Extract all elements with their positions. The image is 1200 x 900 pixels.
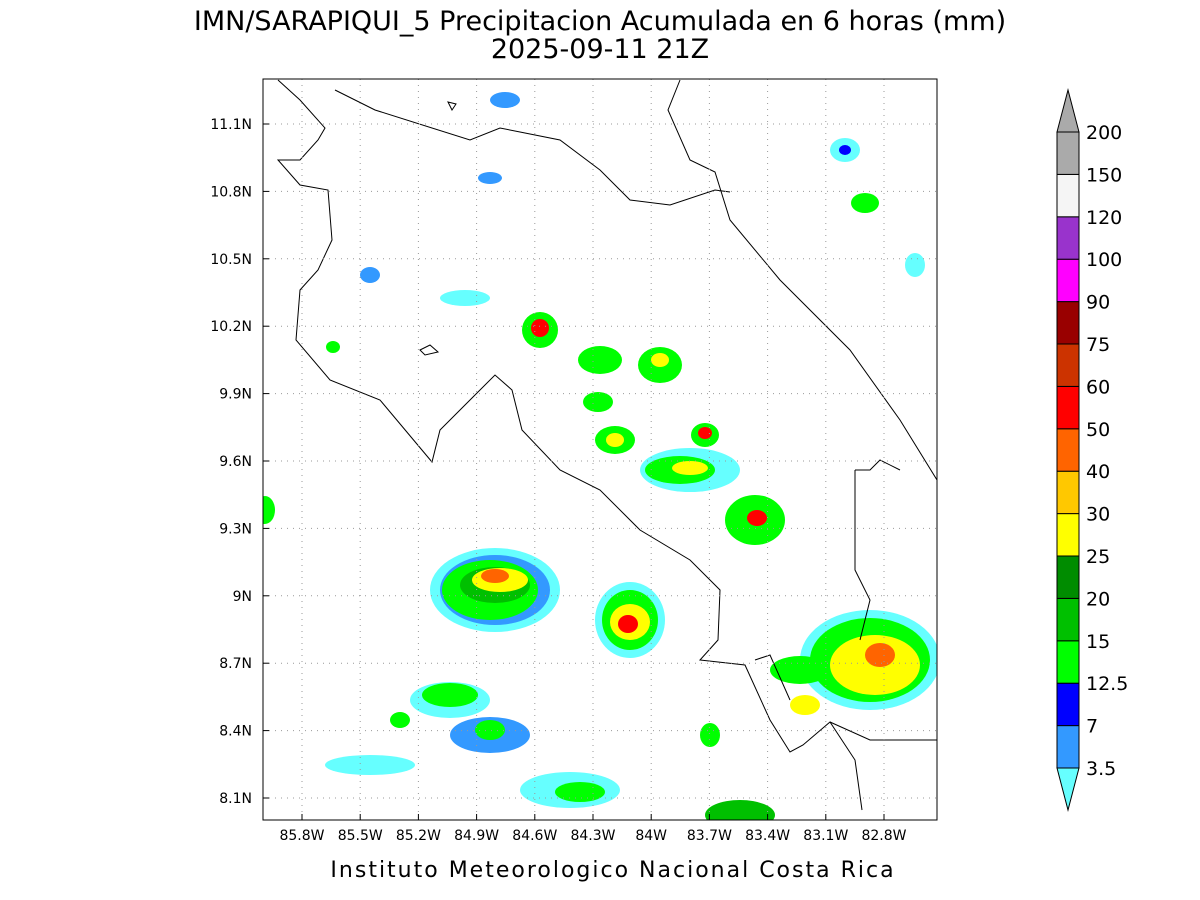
colorbar-bin (1056, 131, 1080, 175)
x-tick-label: 84.6W (512, 828, 557, 844)
y-tick-label: 10.2N (210, 319, 252, 335)
y-tick-label: 8.7N (219, 656, 252, 672)
x-tick-label: 84.3W (570, 828, 615, 844)
colorbar-label: 150 (1086, 164, 1122, 186)
colorbar-over (1056, 88, 1080, 133)
x-tick-label: 83.4W (745, 828, 790, 844)
colorbar-label: 50 (1086, 419, 1110, 441)
x-tick-label: 82.8W (861, 828, 906, 844)
colorbar-label: 7 (1086, 716, 1098, 738)
colorbar-label: 90 (1086, 292, 1110, 314)
colorbar-label: 40 (1086, 461, 1110, 483)
x-tick-label: 84W (635, 828, 667, 844)
x-tick-label: 83.7W (687, 828, 732, 844)
y-tick-label: 9.3N (219, 521, 252, 537)
y-tick-label: 10.5N (210, 252, 252, 268)
colorbar-bin (1056, 428, 1080, 472)
colorbar-bin (1056, 640, 1080, 684)
title: IMN/SARAPIQUI_5 Precipitacion Acumulada … (194, 6, 1006, 37)
colorbar-label: 3.5 (1086, 758, 1116, 780)
footer: Instituto Meteorologico Nacional Costa R… (330, 858, 895, 883)
map (263, 79, 937, 820)
colorbar-bin (1056, 301, 1080, 345)
y-tick-label: 9N (233, 589, 252, 605)
y-tick-label: 9.6N (219, 454, 252, 470)
y-tick-label: 9.9N (219, 387, 252, 403)
colorbar-bin (1056, 343, 1080, 387)
colorbar-bin (1056, 216, 1080, 260)
y-tick-label: 10.8N (210, 184, 252, 200)
colorbar-label: 15 (1086, 631, 1110, 653)
coastline (276, 79, 937, 811)
colorbar-label: 30 (1086, 504, 1110, 526)
x-tick-label: 85.8W (279, 828, 324, 844)
colorbar-label: 75 (1086, 334, 1110, 356)
y-tick-label: 8.1N (219, 791, 252, 807)
y-tick-label: 11.1N (210, 117, 252, 133)
colorbar-bin (1056, 725, 1080, 769)
colorbar: 3.5 7 12.5 15 20 25 30 40 50 60 75 90 100 120 150 200 (1056, 88, 1128, 812)
colorbar-label: 12.5 (1086, 673, 1128, 695)
grid (263, 79, 937, 820)
map-frame (262, 78, 938, 821)
x-tick-label: 85.5W (338, 828, 383, 844)
colorbar-label: 100 (1086, 249, 1122, 271)
x-tick-label: 84.9W (454, 828, 499, 844)
x-tick-label: 85.2W (396, 828, 441, 844)
colorbar-label: 60 (1086, 376, 1110, 398)
colorbar-bin (1056, 258, 1080, 303)
colorbar-bin (1056, 597, 1080, 642)
y-tick-label: 8.4N (219, 724, 252, 740)
colorbar-bin (1056, 682, 1080, 727)
colorbar-bin (1056, 513, 1080, 557)
colorbar-bin (1056, 385, 1080, 430)
x-tick-label: 83.1W (803, 828, 848, 844)
colorbar-label: 120 (1086, 207, 1122, 229)
colorbar-label: 25 (1086, 546, 1110, 568)
colorbar-bin (1056, 173, 1080, 218)
colorbar-label: 20 (1086, 588, 1110, 610)
precipitation (263, 92, 937, 820)
subtitle: 2025-09-11 21Z (491, 34, 709, 65)
colorbar-under (1056, 767, 1080, 812)
colorbar-bin (1056, 555, 1080, 599)
colorbar-bin (1056, 470, 1080, 515)
colorbar-label: 200 (1086, 122, 1122, 144)
